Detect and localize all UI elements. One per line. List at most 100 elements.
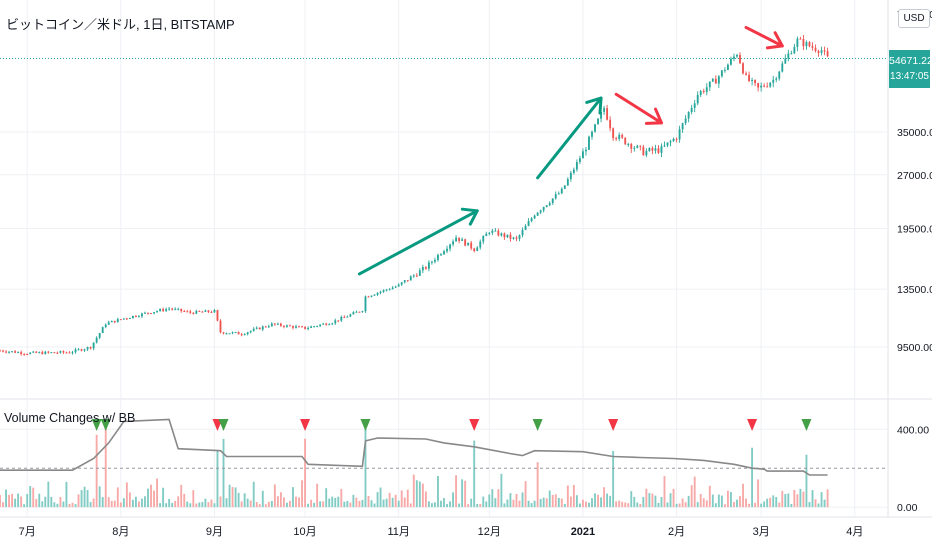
volume-change-bar	[458, 503, 461, 508]
volume-change-bar	[452, 492, 454, 508]
currency-button[interactable]: USD	[898, 9, 930, 28]
candle-body	[35, 351, 38, 353]
volume-change-bar	[107, 497, 110, 508]
volume-change-bar	[672, 488, 675, 508]
volume-change-bar	[207, 502, 210, 508]
volume-change-bar	[594, 493, 596, 508]
volume-change-bar	[699, 493, 702, 508]
time-axis-tick-label: 9月	[206, 526, 223, 538]
volume-change-bar	[696, 502, 699, 508]
volume-change-bar	[14, 498, 17, 508]
volume-change-bar	[201, 502, 204, 508]
candle-body	[304, 326, 306, 329]
candle-body	[210, 311, 213, 313]
candle-body	[295, 326, 297, 328]
volume-change-bar	[473, 440, 476, 508]
candle-body	[192, 312, 195, 314]
volume-change-bar	[748, 503, 750, 508]
volume-change-bar	[41, 501, 44, 508]
candle-body	[177, 308, 180, 310]
volume-change-bar	[361, 499, 364, 508]
candle-body	[430, 261, 433, 263]
volume-change-bar	[717, 494, 720, 508]
candle-body	[379, 291, 382, 293]
volume-change-bar	[89, 502, 92, 508]
candle-body	[77, 349, 80, 351]
volume-change-bar	[636, 502, 639, 508]
volume-change-bar	[101, 497, 104, 508]
candle-body	[578, 158, 581, 163]
volume-change-bar	[204, 498, 207, 508]
candles	[0, 34, 829, 356]
candle-body	[572, 169, 575, 173]
volume-change-bar	[527, 500, 530, 508]
volume-change-bar	[488, 494, 491, 508]
candle-body	[714, 78, 717, 84]
volume-change-bar	[500, 473, 503, 508]
candle-body	[612, 128, 615, 139]
candle-body	[41, 352, 44, 355]
volume-change-bar	[757, 479, 760, 508]
chart-title: ビットコイン／米ドル, 1日, BITSTAMP	[6, 17, 235, 32]
candle-body	[409, 276, 412, 281]
volume-change-bar	[340, 488, 343, 508]
candle-body	[461, 239, 464, 241]
candle-body	[116, 319, 119, 323]
candle-body	[92, 342, 95, 349]
buy-signal-marker	[532, 419, 543, 431]
volume-change-bar	[56, 503, 59, 508]
candle-body	[754, 79, 757, 84]
volume-change-bar	[464, 480, 467, 508]
candle-body	[648, 148, 651, 151]
candle-body	[536, 212, 539, 216]
candle-body	[150, 313, 152, 315]
candle-body	[141, 313, 143, 317]
candle-body	[711, 78, 714, 82]
candle-body	[633, 147, 636, 149]
candle-body	[434, 259, 436, 262]
volume-change-bar	[295, 496, 297, 508]
candle-body	[811, 46, 814, 48]
candle-body	[270, 323, 273, 327]
candle-body	[548, 203, 551, 206]
candle-body	[796, 38, 799, 47]
volume-change-bar	[572, 484, 575, 508]
candle-body	[38, 352, 41, 354]
volume-change-bar	[575, 495, 578, 508]
red-arrow-head	[644, 107, 663, 125]
volume-change-bar	[319, 501, 322, 508]
candle-body	[204, 310, 207, 312]
volume-change-bar	[539, 498, 542, 508]
volume-change-bar	[630, 491, 633, 508]
candle-body	[29, 352, 32, 355]
volume-change-bar	[26, 494, 29, 508]
volume-change-bar	[394, 494, 397, 508]
volume-change-bar	[289, 500, 291, 508]
candle-body	[708, 81, 711, 88]
volume-change-bar	[690, 485, 693, 508]
volume-change-bar	[252, 481, 255, 508]
candle-body	[757, 83, 760, 88]
volume-change-bar	[228, 484, 231, 508]
candle-body	[186, 311, 189, 313]
candle-body	[449, 244, 451, 249]
candle-body	[44, 351, 47, 355]
candle-body	[621, 134, 624, 138]
volume-change-bar	[421, 483, 424, 508]
candle-body	[125, 318, 128, 320]
volume-change-bar	[582, 499, 584, 508]
volume-change-bar	[337, 496, 340, 508]
candle-body	[681, 123, 684, 130]
volume-change-bar	[542, 497, 545, 508]
volume-change-bar	[216, 450, 219, 508]
volume-change-bar	[391, 497, 394, 508]
volume-change-bar	[412, 474, 415, 508]
volume-change-bar	[310, 499, 313, 508]
candle-body	[506, 234, 509, 238]
candle-body	[406, 280, 409, 282]
buy-signal-marker	[100, 419, 111, 431]
candle-body	[225, 333, 228, 335]
volume-change-bar	[44, 496, 47, 508]
volume-change-bar	[355, 497, 358, 508]
